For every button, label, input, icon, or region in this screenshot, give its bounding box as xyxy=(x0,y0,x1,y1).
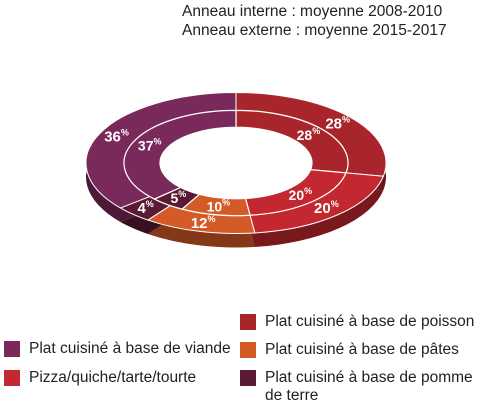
legend-item-pates: Plat cuisiné à base de pâtes xyxy=(240,341,459,359)
legend-swatch-pates xyxy=(240,342,256,358)
donut-hole xyxy=(160,127,312,199)
legend-swatch-poisson xyxy=(240,314,256,330)
legend-item-viande: Plat cuisiné à base de viande xyxy=(4,340,231,358)
legend-item-pomme-de-terre: Plat cuisiné à base de pomme de terre xyxy=(240,369,475,405)
legend-item-poisson: Plat cuisiné à base de poisson xyxy=(240,313,474,331)
legend-label-pizza: Pizza/quiche/tarte/tourte xyxy=(29,369,197,386)
legend-item-pizza: Pizza/quiche/tarte/tourte xyxy=(4,369,196,387)
legend-label-pomme-de-terre: Plat cuisiné à base de pomme de terre xyxy=(265,369,473,404)
legend-swatch-pomme-de-terre xyxy=(240,370,256,386)
chart-subtitles: Anneau interne : moyenne 2008-2010 Annea… xyxy=(182,2,498,40)
legend-label-viande: Plat cuisiné à base de viande xyxy=(29,340,231,357)
legend-label-poisson: Plat cuisiné à base de poisson xyxy=(265,313,475,330)
subtitle-inner-ring: Anneau interne : moyenne 2008-2010 xyxy=(182,3,443,20)
legend-label-pates: Plat cuisiné à base de pâtes xyxy=(265,341,459,358)
subtitle-outer-ring: Anneau externe : moyenne 2015-2017 xyxy=(182,22,447,39)
legend-swatch-pizza xyxy=(4,370,20,386)
legend-swatch-viande xyxy=(4,341,20,357)
